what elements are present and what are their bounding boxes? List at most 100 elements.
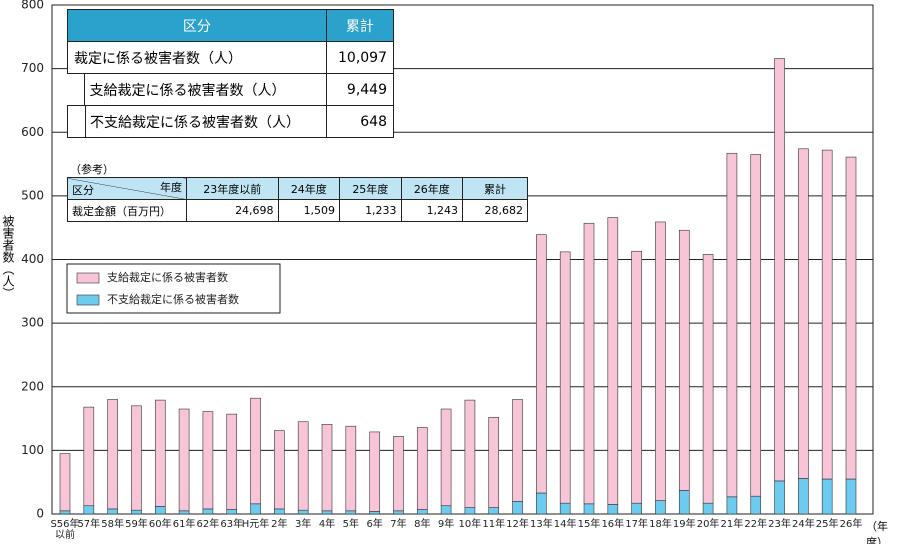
bar-segment [583,222,595,505]
bar-segment [678,229,690,491]
x-tick-label: 11年 [482,519,506,530]
x-tick-label: 15年 [577,519,601,530]
y-tick-label: 400 [21,252,44,266]
x-tick-label: 3年 [294,519,312,530]
bar-segment [798,148,809,479]
y-tick-label: 300 [21,316,44,330]
header-cell: 23年度以前 [186,177,279,200]
x-tick-label: 61年 [172,519,196,530]
bar-segment [178,408,190,512]
reference-caption: （参考） [70,163,114,176]
corner-top: 年度 [160,181,182,194]
x-tick-label: 5年 [342,519,359,530]
bar-segment [607,217,619,505]
bar-segment [631,250,642,504]
x-tick-label: 58年 [101,519,124,530]
x-tick-label: 21年 [720,519,744,530]
legend-label: 不支給裁定に係る被害者数 [107,292,239,306]
x-tick-label: 26年 [839,519,863,530]
bar-segment [726,152,738,498]
x-tick-label: 22年 [744,519,768,530]
reference-table: 年度 区分 23年度以前 24年度 25年度 26年度 累計 裁定金額（百万円）… [67,177,528,222]
bar-segment [821,149,833,480]
bar-segment [536,234,547,494]
bar-segment [440,408,452,507]
bar-segment [488,507,500,515]
x-tick-label: 57年 [77,519,101,530]
legend-swatch [76,294,100,306]
bar-segment [750,495,762,515]
x-tick-label: 16年 [601,519,625,530]
bar-segment [131,405,142,511]
y-tick-label: 500 [21,188,44,202]
legend-label: 支給裁定に係る被害者数 [107,270,228,284]
x-tick-label: 10年 [458,519,482,530]
x-tick-label: 9年 [437,519,455,530]
corner-bottom: 区分 [72,184,94,197]
x-tick-label: 19年 [672,519,696,530]
bar-segment [393,436,404,512]
bar-segment [250,397,261,505]
y-tick-label: 200 [21,379,44,393]
bar-segment [202,508,214,515]
row-label: 支給裁定に係る被害者数（人） [67,73,327,106]
bar-segment [154,506,166,515]
x-tick-label: 62年 [196,519,220,530]
bar-segment [416,427,428,510]
row-label: 裁定に係る被害者数（人） [67,41,327,74]
y-tick-label: 700 [21,61,44,75]
bar-segment [369,511,380,515]
x-tick-label: 13年 [529,519,553,530]
bar-segment [798,478,809,515]
bar-segment [393,510,404,515]
y-axis-label: 被害者数（人） [1,215,15,299]
bar-segment [440,505,452,515]
bar-segment [821,478,833,515]
bar-segment [321,423,333,512]
bar-segment [678,490,690,515]
bar-segment [59,510,71,515]
header-cell: 区分 [67,9,327,42]
bar-segment [750,154,762,497]
bar-segment [297,509,309,515]
y-tick-label: 0 [36,507,44,521]
x-tick-label: 6年 [366,519,383,530]
bar-segment [845,478,857,515]
bar-segment [464,399,476,508]
y-tick-label: 600 [21,125,44,139]
bar-segment [345,425,357,512]
bar-segment [321,510,333,515]
x-tick-label: 59年 [125,519,148,530]
x-tick-label: 25年 [815,519,839,530]
y-tick-label: 800 [21,0,44,12]
bar-segment [274,430,285,510]
x-tick-label: 8年 [414,519,431,530]
bar-segment [702,502,714,515]
bar-segment [583,503,595,515]
bar-segment [226,413,238,510]
bar-segment [559,251,571,504]
x-tick-label: 7年 [390,519,407,530]
header-cell: 26年度 [400,177,464,200]
bar-segment [559,502,571,515]
corner-cell: 年度 区分 [67,177,187,200]
x-tick-label: 12年 [506,519,529,530]
bar-segment [702,254,714,504]
bar-segment [131,509,142,515]
bar-segment [845,156,857,480]
bar-segment [83,505,95,515]
x-tick-label: 23年 [768,519,791,530]
legend-box [66,263,281,314]
x-tick-label: 4年 [318,519,336,530]
bar-segment [202,411,214,510]
bar-segment [154,399,166,507]
bar-segment [488,416,500,508]
bar-segment [536,492,547,515]
bar-segment [369,431,380,512]
bar-segment [59,453,71,512]
bar-segment [774,58,785,482]
bar-segment [226,509,238,515]
y-tick-label: 100 [21,443,44,457]
bar-segment [631,502,642,515]
